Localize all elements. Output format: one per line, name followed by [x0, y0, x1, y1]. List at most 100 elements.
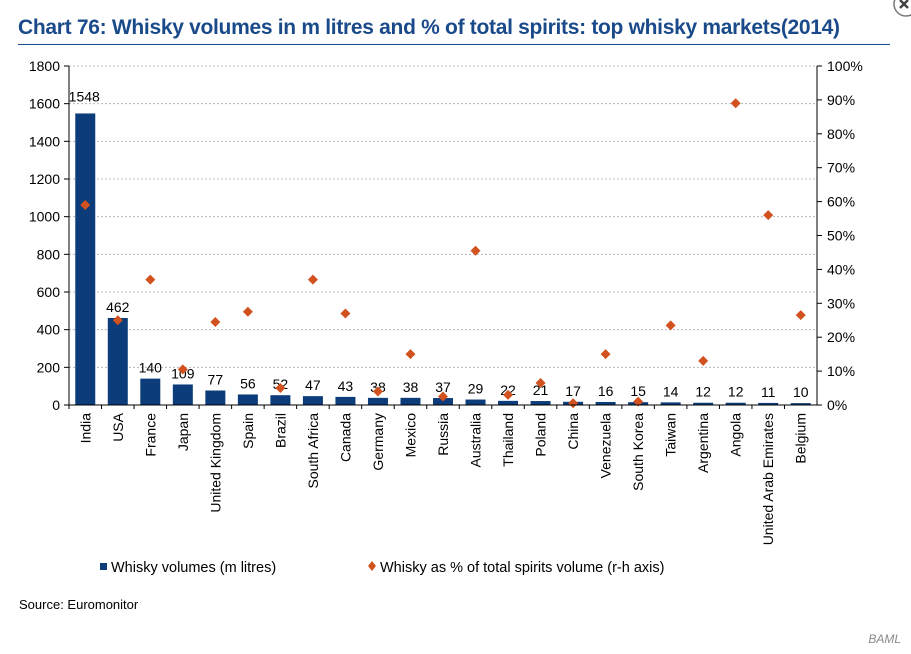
scatter-point	[470, 245, 481, 256]
y-tick-label: 1000	[29, 209, 60, 225]
bar	[107, 317, 128, 405]
bar	[400, 397, 421, 405]
data-label: 12	[728, 384, 744, 400]
x-tick-label: Belgium	[793, 413, 809, 464]
y-tick-label: 200	[37, 359, 61, 375]
scatter-point	[80, 199, 91, 210]
bar	[140, 378, 161, 405]
data-label: 140	[139, 360, 163, 376]
bar	[758, 402, 779, 405]
legend-swatch-dot	[368, 561, 376, 571]
y-tick-label: 1600	[29, 96, 60, 112]
legend-label-dot: Whisky as % of total spirits volume (r-h…	[380, 560, 664, 576]
data-label: 1548	[69, 88, 100, 104]
data-label: 15	[630, 383, 646, 399]
y2-tick-label: 40%	[827, 261, 855, 277]
bar	[270, 395, 291, 405]
data-label: 462	[106, 299, 130, 315]
bar	[335, 396, 356, 405]
y-tick-label: 400	[37, 322, 61, 338]
y2-tick-label: 20%	[827, 329, 855, 345]
x-tick-label: Poland	[533, 413, 549, 457]
x-tick-label: Mexico	[402, 413, 418, 458]
x-tick-label: Argentina	[695, 413, 711, 473]
y-tick-label: 0	[52, 397, 60, 413]
scatter-point	[600, 349, 611, 360]
bar	[498, 400, 519, 405]
y2-tick-label: 10%	[827, 363, 855, 379]
scatter-point	[340, 308, 351, 319]
x-tick-label: China	[565, 413, 581, 450]
x-tick-label: USA	[110, 412, 126, 441]
x-tick-label: United Arab Emirates	[760, 413, 776, 545]
scatter-point	[535, 377, 546, 388]
x-tick-label: Thailand	[500, 413, 516, 467]
x-tick-label: Australia	[468, 413, 484, 468]
data-label: 56	[240, 375, 256, 391]
x-tick-label: Russia	[435, 413, 451, 456]
data-label: 17	[565, 383, 581, 399]
x-tick-label: South Africa	[305, 413, 321, 489]
y-tick-label: 600	[37, 284, 61, 300]
y-tick-label: 1200	[29, 171, 60, 187]
scatter-point	[275, 383, 286, 394]
data-label: 16	[598, 383, 614, 399]
scatter-point	[698, 355, 709, 366]
x-tick-label: Venezuela	[598, 413, 614, 479]
chart-title: Chart 76: Whisky volumes in m litres and…	[18, 16, 840, 39]
bar	[790, 403, 811, 405]
x-tick-label: Brazil	[272, 413, 288, 448]
bar	[75, 113, 96, 406]
y2-tick-label: 100%	[827, 58, 863, 74]
y2-tick-label: 0%	[827, 397, 847, 413]
data-label: 21	[533, 382, 549, 398]
data-label: 47	[305, 377, 321, 393]
scatter-point	[503, 389, 514, 400]
scatter-point	[177, 364, 188, 375]
close-icon	[893, 0, 911, 17]
close-button[interactable]	[893, 0, 911, 18]
bar	[367, 397, 388, 405]
x-tick-label: Taiwan	[663, 413, 679, 457]
data-label: 37	[435, 379, 451, 395]
y-tick-label: 1800	[29, 58, 60, 74]
data-label: 14	[663, 383, 679, 399]
y2-tick-label: 30%	[827, 295, 855, 311]
scatter-point	[405, 349, 416, 360]
data-label: 43	[338, 378, 354, 394]
y2-tick-label: 80%	[827, 126, 855, 142]
x-tick-label: United Kingdom	[207, 413, 223, 513]
data-label: 77	[208, 371, 224, 387]
x-tick-label: Angola	[728, 413, 744, 457]
legend-label-bar: Whisky volumes (m litres)	[111, 560, 276, 576]
x-tick-label: Spain	[240, 413, 256, 449]
bar	[302, 396, 323, 405]
bar	[725, 402, 746, 405]
x-tick-label: France	[142, 413, 158, 457]
bar	[595, 401, 616, 405]
scatter-point	[763, 210, 774, 221]
scatter-point	[112, 315, 123, 326]
bar	[205, 390, 226, 405]
scatter-point	[568, 398, 579, 409]
scatter-point	[633, 396, 644, 407]
scatter-point	[307, 274, 318, 285]
scatter-point	[795, 310, 806, 321]
scatter-point	[665, 320, 676, 331]
bar	[530, 401, 551, 405]
data-label: 29	[468, 381, 484, 397]
y-tick-label: 800	[37, 246, 61, 262]
x-tick-label: Germany	[370, 413, 386, 471]
x-tick-label: India	[77, 413, 93, 444]
data-label: 10	[793, 384, 809, 400]
bar	[237, 394, 258, 405]
scatter-point	[242, 306, 253, 317]
y2-tick-label: 50%	[827, 228, 855, 244]
scatter-point	[372, 386, 383, 397]
data-label: 11	[761, 384, 776, 400]
scatter-point	[210, 316, 221, 327]
x-tick-label: Canada	[337, 413, 353, 462]
bar	[465, 399, 486, 405]
watermark: BAML	[868, 632, 901, 646]
